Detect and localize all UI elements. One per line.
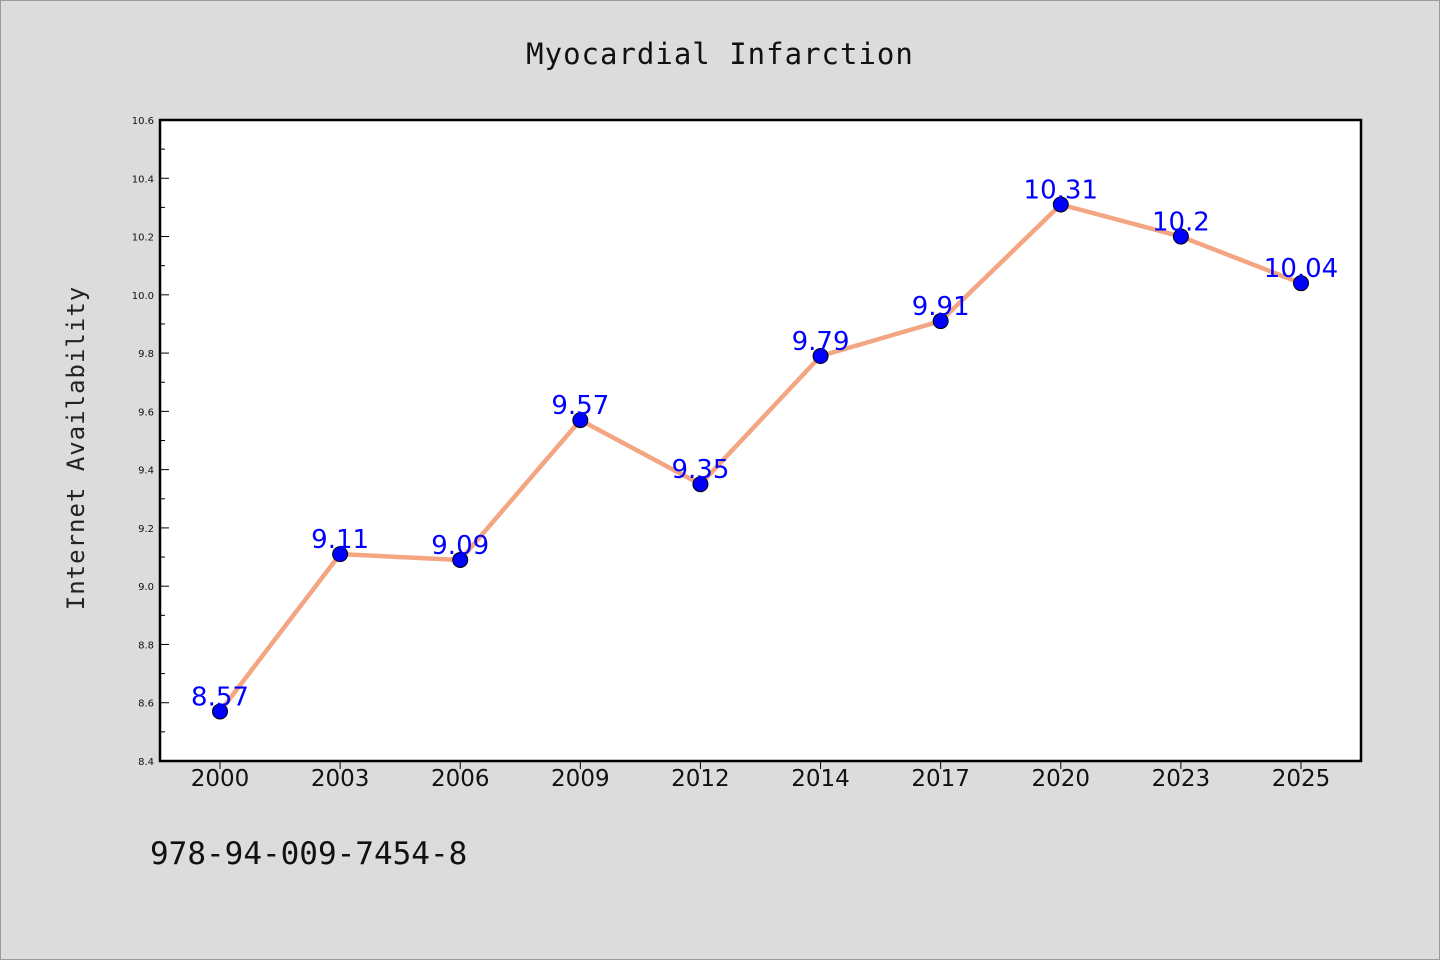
data-label: 8.57 xyxy=(191,682,249,712)
data-point xyxy=(572,412,589,429)
y-tick-label: 8.6 xyxy=(138,699,154,710)
data-label: 10.2 xyxy=(1152,208,1210,238)
y-tick-label: 8.8 xyxy=(138,640,154,651)
y-tick-label: 9.8 xyxy=(138,349,154,360)
data-label: 9.09 xyxy=(431,531,489,561)
x-tick-label: 2014 xyxy=(791,766,850,792)
data-label: 9.79 xyxy=(792,327,850,357)
chart-title: Myocardial Infarction xyxy=(526,37,914,71)
x-tick-label: 2000 xyxy=(191,766,250,792)
data-markers xyxy=(212,196,1309,720)
data-label: 10.31 xyxy=(1024,175,1098,205)
plot-border xyxy=(158,118,1363,763)
data-point xyxy=(812,348,829,365)
data-label: 9.57 xyxy=(551,391,609,421)
y-tick-label: 10.2 xyxy=(132,233,154,244)
y-axis-ticks: 8.4 8.6 8.8 9.0 9.2 9.4 9.6 9.8 10.0 10.2 10.4 10.6 xyxy=(132,116,169,768)
y-tick-label: 10.4 xyxy=(132,174,154,185)
data-point xyxy=(1172,228,1189,245)
x-tick-label: 2006 xyxy=(431,766,490,792)
y-tick-label: 8.4 xyxy=(138,757,154,768)
data-label: 9.35 xyxy=(671,455,729,485)
data-label: 10.04 xyxy=(1264,254,1338,284)
x-axis-ticks: 2000 2003 2006 2009 2012 2014 2017 2020 2023 2025 xyxy=(191,761,1331,792)
data-point xyxy=(452,551,469,568)
series-line xyxy=(217,202,1304,714)
y-axis-label: Internet Availability xyxy=(62,286,90,610)
y-tick-label: 10.0 xyxy=(132,291,154,302)
y-tick-label: 9.2 xyxy=(138,524,154,535)
data-point xyxy=(212,703,228,720)
data-point xyxy=(1052,196,1069,213)
x-tick-label: 2025 xyxy=(1272,766,1331,792)
y-tick-label: 9.0 xyxy=(138,582,154,593)
x-tick-label: 2023 xyxy=(1152,766,1211,792)
data-label: 9.91 xyxy=(912,292,970,322)
x-tick-label: 2012 xyxy=(671,766,730,792)
y-tick-label: 9.6 xyxy=(138,407,154,418)
data-label: 9.11 xyxy=(311,525,369,555)
data-point xyxy=(332,546,349,563)
data-labels: 8.57 9.11 9.09 9.57 9.35 9.79 9.91 10.31 10.2 10.… xyxy=(191,175,1338,712)
x-tick-label: 2020 xyxy=(1032,766,1091,792)
plot-area xyxy=(160,120,1361,761)
series-line-group xyxy=(217,202,1304,714)
data-point xyxy=(692,476,709,493)
footer-code: 978-94-009-7454-8 xyxy=(150,836,467,872)
x-tick-label: 2003 xyxy=(311,766,370,792)
x-tick-label: 2009 xyxy=(551,766,610,792)
y-tick-label: 9.4 xyxy=(138,466,154,477)
data-point xyxy=(1293,275,1309,292)
y-tick-label: 10.6 xyxy=(132,116,154,127)
x-tick-label: 2017 xyxy=(911,766,970,792)
data-point xyxy=(932,313,949,330)
